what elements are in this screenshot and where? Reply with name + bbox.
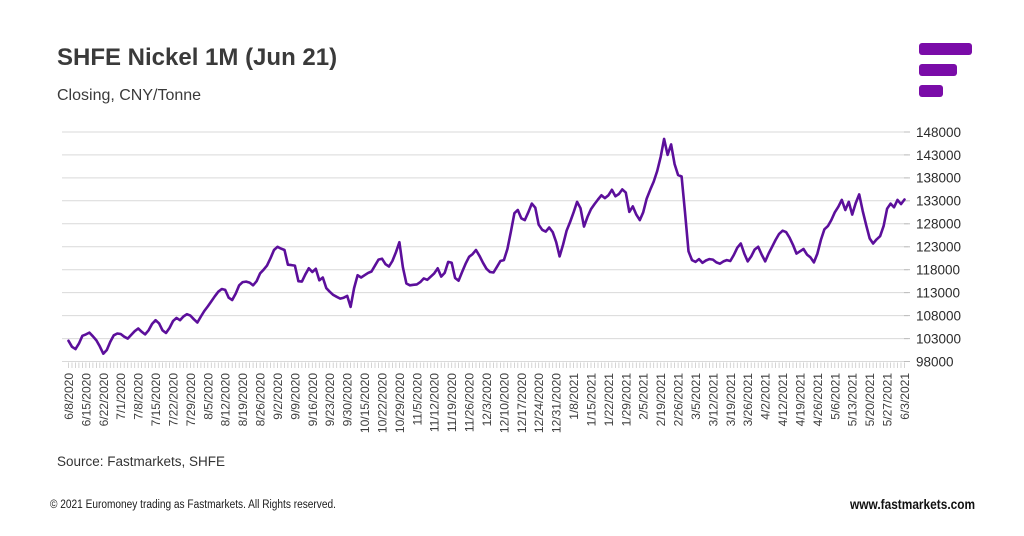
x-axis-label: 4/12/2021: [776, 373, 790, 427]
x-axis-label: 3/12/2021: [706, 373, 720, 427]
x-axis-label: 5/6/2021: [828, 373, 842, 420]
y-axis-label: 118000: [916, 263, 960, 278]
x-axis-label: 1/8/2021: [567, 373, 581, 420]
x-axis-label: 7/29/2020: [184, 373, 198, 427]
x-axis-label: 7/8/2020: [132, 373, 146, 420]
logo-bar: [919, 43, 972, 55]
x-axis-label: 3/5/2021: [689, 373, 703, 420]
x-axis-label: 9/16/2020: [306, 373, 320, 427]
x-axis-label: 8/5/2020: [201, 373, 215, 420]
x-axis-label: 10/15/2020: [358, 373, 372, 433]
x-axis-label: 11/5/2020: [410, 373, 424, 426]
x-axis-label: 7/22/2020: [167, 373, 181, 427]
x-axis-label: 12/3/2020: [480, 373, 494, 427]
y-axis-label: 123000: [916, 240, 961, 255]
source-note: Source: Fastmarkets, SHFE: [57, 454, 226, 469]
y-axis-label: 138000: [916, 171, 961, 186]
y-axis-label: 108000: [916, 308, 961, 323]
x-axis-label: 12/24/2020: [532, 373, 546, 433]
x-axis-label: 9/30/2020: [341, 373, 355, 427]
x-axis-label: 9/9/2020: [288, 373, 302, 420]
fastmarkets-logo-icon: [919, 43, 979, 106]
logo-bar: [919, 64, 957, 76]
x-axis-label: 6/8/2020: [62, 373, 76, 420]
x-axis-label: 9/23/2020: [323, 373, 337, 427]
x-axis-label: 6/3/2021: [898, 373, 912, 420]
x-axis-label: 8/26/2020: [254, 373, 268, 427]
y-axis-label: 133000: [916, 194, 961, 209]
x-axis-label: 2/5/2021: [637, 373, 651, 420]
y-axis-label: 98000: [916, 354, 954, 369]
x-axis-label: 1/29/2021: [619, 373, 633, 427]
x-axis-label: 10/22/2020: [376, 373, 390, 433]
x-axis-label: 11/12/2020: [428, 373, 442, 432]
x-axis-label: 8/12/2020: [219, 373, 233, 427]
x-axis-label: 4/19/2021: [794, 373, 808, 427]
logo-bar: [919, 85, 943, 97]
x-axis-label: 6/22/2020: [97, 373, 111, 427]
x-axis-label: 10/29/2020: [393, 373, 407, 433]
y-axis-label: 113000: [916, 285, 960, 300]
x-axis-label: 11/26/2020: [463, 373, 477, 432]
x-axis-label: 11/19/2020: [445, 373, 459, 432]
chart-title: SHFE Nickel 1M (Jun 21): [57, 44, 338, 71]
y-axis-label: 148000: [916, 125, 961, 140]
x-axis-label: 8/19/2020: [236, 373, 250, 427]
x-axis-label: 1/22/2021: [602, 373, 616, 427]
website-link: www.fastmarkets.com: [849, 497, 975, 512]
x-axis-label: 12/31/2020: [550, 373, 564, 433]
x-axis-label: 9/2/2020: [271, 373, 285, 420]
x-axis-label: 1/15/2021: [585, 373, 599, 427]
x-axis-label: 12/10/2020: [497, 373, 511, 433]
x-axis-label: 2/19/2021: [654, 373, 668, 427]
x-axis-label: 2/26/2021: [672, 373, 686, 427]
x-axis-label: 7/1/2020: [114, 373, 128, 420]
x-axis-label: 4/26/2021: [811, 373, 825, 427]
x-axis-label: 4/2/2021: [759, 373, 773, 420]
x-axis-label: 5/27/2021: [881, 373, 895, 427]
x-axis-label: 3/26/2021: [741, 373, 755, 427]
x-axis-label: 3/19/2021: [724, 373, 738, 427]
y-axis-label: 103000: [916, 331, 961, 346]
x-axis-label: 5/13/2021: [846, 373, 860, 427]
x-axis-label: 5/20/2021: [863, 373, 877, 427]
x-axis-label: 7/15/2020: [149, 373, 163, 427]
price-line: [67, 137, 906, 356]
x-axis-label: 6/15/2020: [79, 373, 93, 427]
y-axis-label: 128000: [916, 217, 961, 232]
chart-subtitle: Closing, CNY/Tonne: [57, 87, 202, 104]
copyright-text: © 2021 Euromoney trading as Fastmarkets.…: [50, 499, 336, 511]
x-axis-label: 12/17/2020: [515, 373, 529, 433]
y-axis-label: 143000: [916, 148, 961, 163]
